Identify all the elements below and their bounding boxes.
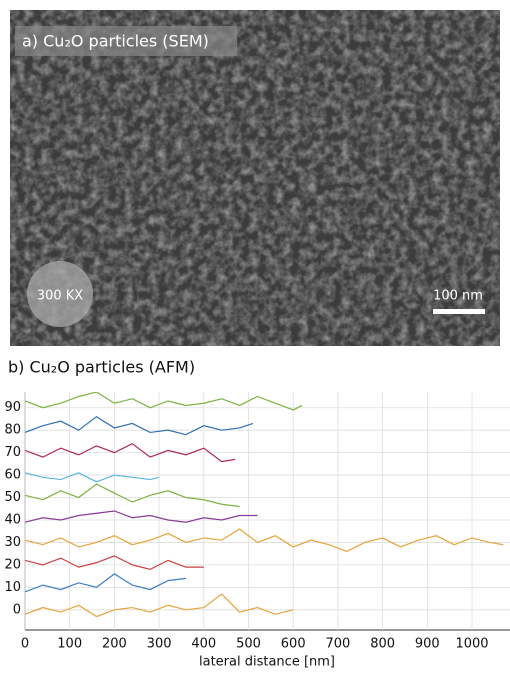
x-tick-label: 600 — [281, 637, 306, 652]
profile-line — [25, 442, 236, 463]
x-tick-label: 400 — [191, 637, 216, 652]
magnification: 300 KX — [37, 289, 83, 304]
x-axis-label: lateral distance [nm] — [199, 655, 335, 670]
sem-title: a) Cu₂O particles (SEM) — [22, 32, 209, 51]
y-tick-label: 80 — [4, 423, 21, 438]
x-tick-label: 300 — [147, 637, 172, 652]
profile-line — [25, 483, 240, 508]
chart-title: b) Cu₂O particles (AFM) — [8, 358, 195, 377]
y-tick-label: 30 — [4, 535, 21, 550]
y-tick-label: 60 — [4, 468, 21, 483]
y-tick-label: 10 — [4, 580, 21, 595]
x-tick-label: 700 — [325, 637, 350, 652]
sem-image: a) Cu₂O particles (SEM) 300 KX 100 nm — [10, 10, 500, 346]
x-tick-label: 1000 — [455, 637, 488, 652]
plot-area — [25, 392, 504, 618]
x-tick-label: 200 — [102, 637, 127, 652]
profile-line — [25, 392, 303, 411]
profile-line — [25, 555, 204, 571]
y-tick-label: 40 — [4, 512, 21, 527]
scale-label: 100 nm — [433, 289, 483, 304]
profile-line — [25, 415, 254, 436]
profile-line — [25, 528, 504, 553]
x-tick-label: 0 — [21, 637, 29, 652]
x-tick-label: 800 — [370, 637, 395, 652]
profile-line — [25, 573, 186, 593]
y-tick-label: 70 — [4, 445, 21, 460]
x-tick-label: 900 — [415, 637, 440, 652]
profile-line — [25, 472, 160, 483]
y-tick-label: 0 — [13, 602, 21, 617]
y-tick-label: 90 — [4, 400, 21, 415]
y-tick-label: 20 — [4, 557, 21, 572]
profile-line — [25, 593, 294, 618]
y-tick-label: 50 — [4, 490, 21, 505]
profile-line — [25, 510, 258, 523]
x-tick-label: 500 — [236, 637, 261, 652]
x-tick-label: 100 — [57, 637, 82, 652]
